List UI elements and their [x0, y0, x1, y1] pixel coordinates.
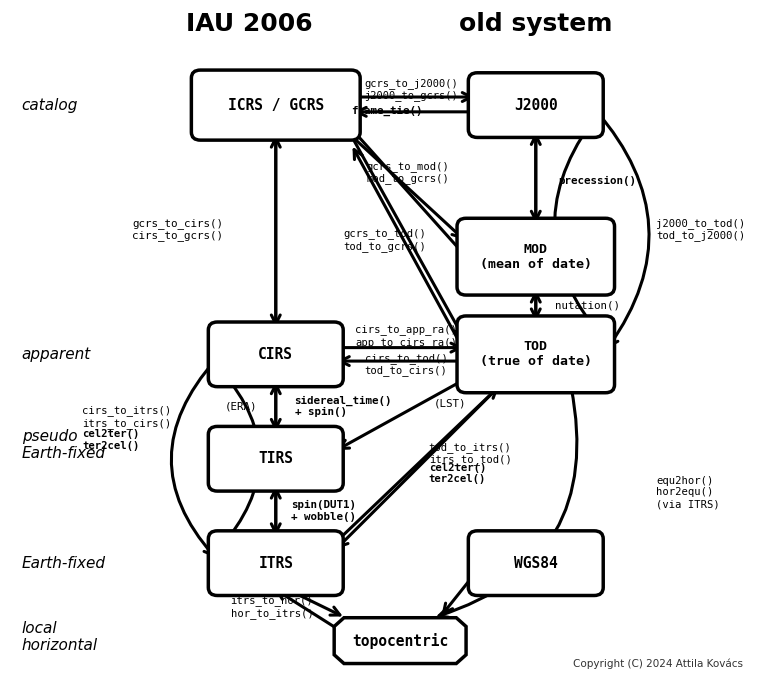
FancyBboxPatch shape: [469, 73, 603, 138]
Text: precession(): precession(): [558, 176, 637, 186]
FancyBboxPatch shape: [209, 322, 343, 387]
Text: cirs_to_app_ra()
app_to_cirs_ra(): cirs_to_app_ra() app_to_cirs_ra(): [355, 325, 457, 348]
FancyBboxPatch shape: [191, 70, 360, 140]
Text: sidereal_time()
+ spin(): sidereal_time() + spin(): [295, 396, 392, 418]
Text: J2000: J2000: [514, 98, 558, 113]
Text: pseudo
Earth-fixed: pseudo Earth-fixed: [21, 429, 106, 462]
Text: apparent: apparent: [21, 347, 91, 362]
Text: gcrs_to_j2000()
j2000_to_gcrs(): gcrs_to_j2000() j2000_to_gcrs(): [364, 78, 459, 101]
Text: (LST): (LST): [434, 398, 466, 408]
Text: cirs_to_itrs()
itrs_to_cirs(): cirs_to_itrs() itrs_to_cirs(): [82, 405, 171, 429]
Polygon shape: [334, 618, 466, 664]
Text: Copyright (C) 2024 Attila Kovács: Copyright (C) 2024 Attila Kovács: [573, 658, 743, 669]
Text: gcrs_to_tod()
tod_to_gcrs(): gcrs_to_tod() tod_to_gcrs(): [344, 228, 426, 252]
Text: TOD
(true of date): TOD (true of date): [480, 340, 592, 369]
Text: cel2ter()
ter2cel(): cel2ter() ter2cel(): [429, 463, 486, 485]
FancyBboxPatch shape: [209, 427, 343, 491]
Text: tod_to_itrs()
itrs_to_tod(): tod_to_itrs() itrs_to_tod(): [429, 441, 512, 465]
Text: local
horizontal: local horizontal: [21, 621, 98, 653]
FancyBboxPatch shape: [457, 316, 614, 393]
Text: MOD
(mean of date): MOD (mean of date): [480, 243, 592, 271]
Text: IAU 2006: IAU 2006: [186, 12, 313, 36]
Text: CIRS: CIRS: [258, 347, 293, 362]
Text: WGS84: WGS84: [514, 556, 558, 570]
Text: ITRS: ITRS: [258, 556, 293, 570]
Text: TIRS: TIRS: [258, 452, 293, 466]
Text: catalog: catalog: [21, 98, 78, 113]
Text: old system: old system: [459, 12, 613, 36]
Text: (ERA): (ERA): [225, 402, 257, 412]
Text: gcrs_to_mod()
mod_to_gcrs(): gcrs_to_mod() mod_to_gcrs(): [366, 161, 449, 184]
Text: itrs_to_hor()
hor_to_itrs(): itrs_to_hor() hor_to_itrs(): [231, 595, 314, 619]
FancyBboxPatch shape: [457, 218, 614, 295]
Text: equ2hor()
hor2equ()
(via ITRS): equ2hor() hor2equ() (via ITRS): [657, 476, 720, 509]
FancyBboxPatch shape: [469, 531, 603, 595]
Text: cel2ter()
ter2cel(): cel2ter() ter2cel(): [82, 429, 140, 451]
Text: frame_tie(): frame_tie(): [351, 106, 423, 116]
Text: j2000_to_tod()
tod_to_j2000(): j2000_to_tod() tod_to_j2000(): [657, 218, 746, 242]
Text: cirs_to_tod()
tod_to_cirs(): cirs_to_tod() tod_to_cirs(): [365, 353, 448, 376]
FancyBboxPatch shape: [209, 531, 343, 595]
Text: ICRS / GCRS: ICRS / GCRS: [228, 98, 324, 113]
Text: gcrs_to_cirs()
cirs_to_gcrs(): gcrs_to_cirs() cirs_to_gcrs(): [132, 218, 223, 242]
Text: spin(DUT1)
+ wobble(): spin(DUT1) + wobble(): [291, 500, 356, 522]
Text: Earth-fixed: Earth-fixed: [21, 556, 106, 570]
Text: nutation(): nutation(): [555, 300, 620, 310]
Text: topocentric: topocentric: [352, 632, 448, 649]
